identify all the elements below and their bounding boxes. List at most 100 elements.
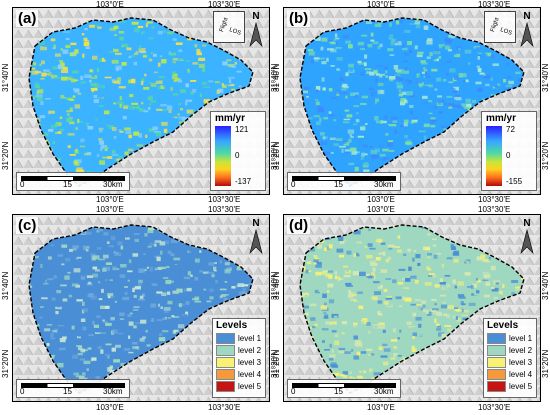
- legend-label: level 1: [238, 334, 262, 343]
- north-label: N: [252, 218, 260, 229]
- legend-swatch: [487, 381, 506, 393]
- lon-label-bottom-b-2: 103°30'E: [478, 195, 511, 204]
- colorbar-unit: mm/yr: [215, 113, 246, 124]
- scale-bar: 0 15 30km: [287, 379, 401, 398]
- colorbar-mid: 0: [235, 151, 240, 160]
- legend-swatch: [487, 369, 506, 381]
- colorbar-a: mm/yr 121 0 -137: [210, 111, 266, 191]
- lon-label-top-c-1: 103°0'E: [96, 205, 124, 214]
- scale-tick-0: 0: [291, 387, 296, 396]
- los-label: LOS: [499, 27, 513, 37]
- legend-item-level-1: level 1: [487, 333, 533, 345]
- colorbar-b: mm/yr 72 0 -155: [481, 111, 537, 191]
- basin-boundary: [299, 17, 525, 187]
- north-label: N: [523, 218, 531, 229]
- north-arrow-icon: [520, 21, 534, 47]
- panel-label-a: (a): [16, 10, 39, 27]
- lon-label-bottom-d-1: 103°0'E: [367, 403, 395, 412]
- lat-label-right-c-2: 31°20'N: [270, 349, 279, 378]
- scale-tick-15: 15: [63, 180, 72, 189]
- scale-tick-0: 0: [20, 180, 25, 189]
- legend-item-level-5: level 5: [216, 381, 262, 393]
- legend-item-level-1: level 1: [216, 333, 262, 345]
- lon-label-top-c-2: 103°30'E: [208, 205, 241, 214]
- lon-label-bottom-a-2: 103°30'E: [208, 195, 241, 204]
- map-panel-c: (c) N 0 15 30km Levels level 1 level 2 l…: [12, 214, 270, 402]
- los-diagram: Flight LOS: [484, 11, 516, 43]
- scale-tick-30: 30km: [103, 180, 123, 189]
- colorbar-gradient: [215, 126, 231, 186]
- legend-item-level-5: level 5: [487, 381, 533, 393]
- lon-label-top-b-2: 103°30'E: [478, 0, 511, 9]
- legend-item-level-2: level 2: [216, 345, 262, 357]
- legend-label: level 5: [509, 382, 533, 391]
- map-panel-d: (d) N 0 15 30km Levels level 1 level 2 l…: [283, 214, 541, 402]
- legend-label: level 1: [509, 334, 533, 343]
- legend-item-level-3: level 3: [487, 357, 533, 369]
- north-arrow-icon: [249, 21, 263, 47]
- colorbar-max: 121: [235, 125, 249, 134]
- legend-label: level 5: [238, 382, 262, 391]
- basin-boundary: [28, 17, 254, 187]
- legend-title: Levels: [487, 320, 519, 331]
- panel-label-d: (d): [287, 217, 311, 234]
- lon-label-top-a-2: 103°30'E: [208, 0, 241, 9]
- scale-tick-30: 30km: [374, 180, 394, 189]
- legend-swatch: [216, 333, 235, 345]
- legend-swatch: [216, 357, 235, 369]
- colorbar-min: -137: [235, 177, 252, 186]
- scale-bar: 0 15 30km: [287, 172, 401, 191]
- legend-label: level 3: [509, 358, 533, 367]
- legend-label: level 2: [238, 346, 262, 355]
- legend-item-level-3: level 3: [216, 357, 262, 369]
- legend-label: level 2: [509, 346, 533, 355]
- legend-swatch: [216, 345, 235, 357]
- lat-label-left-c-2: 31°20'N: [1, 349, 10, 378]
- north-label: N: [523, 11, 531, 22]
- map-panel-a: (a) Flight LOS N 0 15 30km mm/yr 121 0 -…: [12, 7, 270, 195]
- lon-label-top-b-1: 103°0'E: [367, 0, 395, 9]
- scale-tick-0: 0: [291, 180, 296, 189]
- lon-label-top-d-2: 103°30'E: [478, 205, 511, 214]
- colorbar-mid: 0: [506, 151, 511, 160]
- lat-label-right-a-1: 31°40'N: [270, 63, 279, 92]
- lon-label-bottom-c-1: 103°0'E: [96, 403, 124, 412]
- lat-label-right-b-1: 31°40'N: [541, 63, 550, 92]
- levels-legend-c: Levels level 1 level 2 level 3 level 4 l…: [212, 318, 266, 398]
- north-arrow-icon: [520, 228, 534, 254]
- scale-tick-15: 15: [63, 387, 72, 396]
- north-arrow: N: [249, 12, 263, 50]
- scale-tick-15: 15: [334, 387, 343, 396]
- lon-label-bottom-c-2: 103°30'E: [208, 403, 241, 412]
- lon-label-top-d-1: 103°0'E: [367, 205, 395, 214]
- panel-label-c: (c): [16, 217, 39, 234]
- legend-label: level 4: [509, 370, 533, 379]
- lat-label-right-d-1: 31°40'N: [541, 271, 550, 300]
- lat-label-left-a-2: 31°20'N: [1, 141, 10, 170]
- north-arrow: N: [520, 12, 534, 50]
- north-arrow: N: [520, 219, 534, 257]
- lon-label-bottom-b-1: 103°0'E: [367, 195, 395, 204]
- scale-tick-30: 30km: [103, 387, 123, 396]
- north-label: N: [252, 11, 260, 22]
- colorbar-min: -155: [506, 177, 523, 186]
- lon-label-bottom-d-2: 103°30'E: [478, 403, 511, 412]
- legend-title: Levels: [216, 320, 248, 331]
- scale-bar: 0 15 30km: [16, 379, 130, 398]
- legend-item-level-4: level 4: [216, 369, 262, 381]
- scale-bar: 0 15 30km: [16, 172, 130, 191]
- north-arrow: N: [249, 219, 263, 257]
- legend-item-level-2: level 2: [487, 345, 533, 357]
- lon-label-bottom-a-1: 103°0'E: [96, 195, 124, 204]
- colorbar-gradient: [486, 126, 502, 186]
- lon-label-top-a-1: 103°0'E: [96, 0, 124, 9]
- legend-swatch: [487, 345, 506, 357]
- legend-label: level 4: [238, 370, 262, 379]
- lat-label-left-c-1: 31°40'N: [1, 271, 10, 300]
- los-diagram: Flight LOS: [213, 11, 245, 43]
- map-panel-b: (b) Flight LOS N 0 15 30km mm/yr 72 0 -1…: [283, 7, 541, 195]
- scale-tick-30: 30km: [374, 387, 394, 396]
- lat-label-right-a-2: 31°20'N: [270, 141, 279, 170]
- scale-tick-15: 15: [334, 180, 343, 189]
- legend-label: level 3: [238, 358, 262, 367]
